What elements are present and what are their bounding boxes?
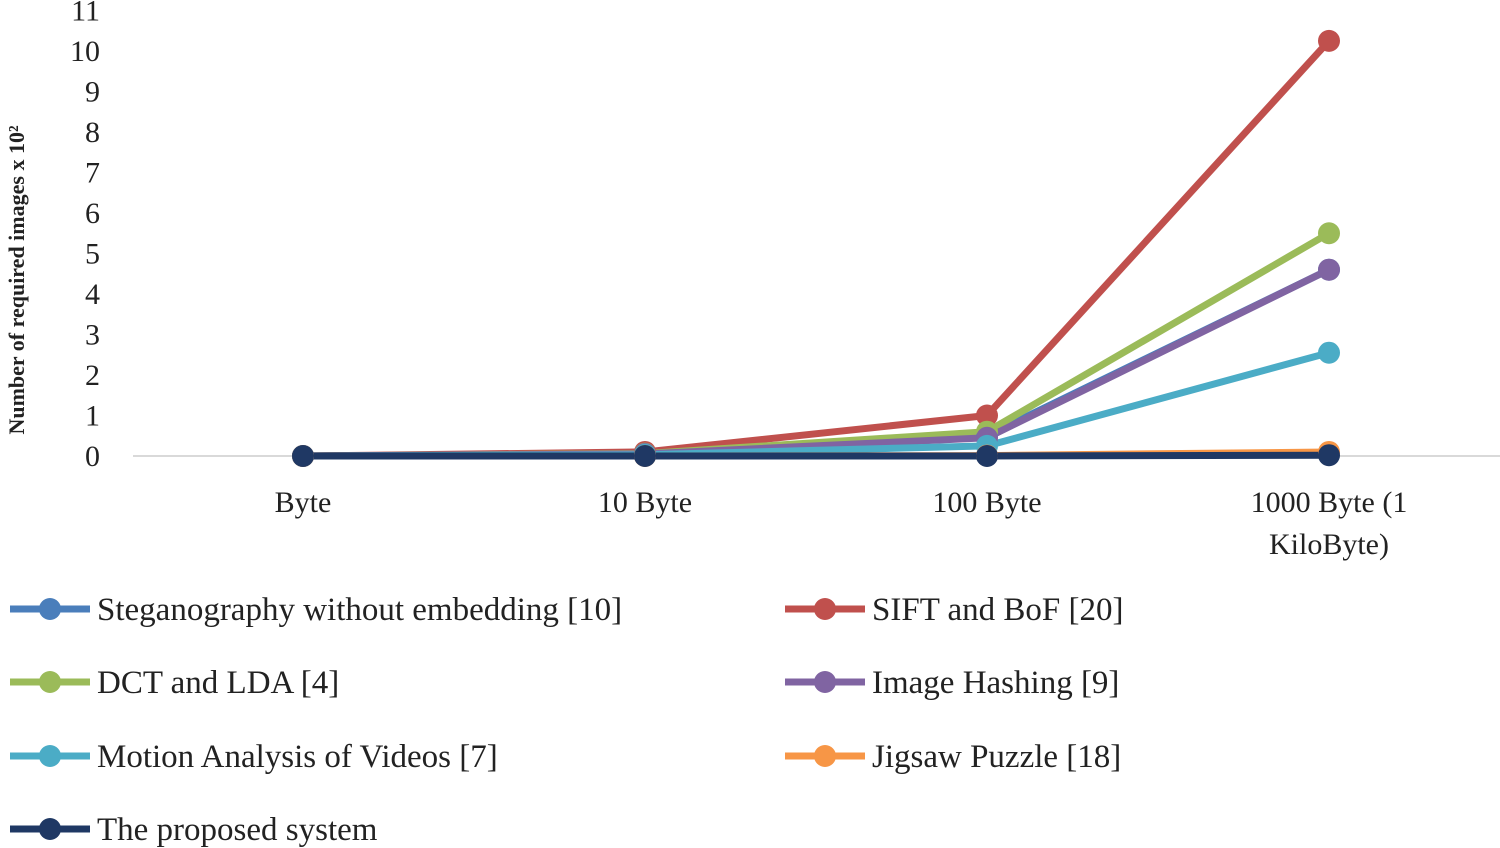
series-line	[299, 266, 1333, 460]
data-point	[1318, 222, 1340, 245]
x-tick-label: 10 Byte	[598, 486, 692, 519]
y-tick-label: 5	[85, 238, 100, 271]
legend-marker	[39, 745, 61, 767]
y-tick-label: 10	[70, 35, 100, 68]
data-point	[1318, 29, 1340, 52]
y-axis-title: Number of required images x 10²	[4, 125, 29, 434]
x-tick-label-line: 10 Byte	[598, 486, 692, 519]
legend-marker	[814, 671, 836, 693]
x-tick-label: 100 Byte	[932, 486, 1041, 519]
x-tick-label-line: 1000 Byte (1	[1251, 486, 1408, 519]
y-tick-label: 3	[85, 319, 100, 352]
y-axis-title-group: Number of required images x 10²	[4, 125, 29, 434]
y-tick-label: 6	[85, 197, 100, 230]
x-tick-label-line: KiloByte)	[1269, 528, 1389, 561]
y-tick-label: 1	[85, 400, 100, 433]
legend-label: Motion Analysis of Videos [7]	[97, 739, 498, 775]
legend-marker	[39, 671, 61, 693]
series-line	[299, 266, 1333, 460]
legend-label: Image Hashing [9]	[872, 665, 1119, 701]
x-tick-label: 1000 Byte (1 KiloByte)	[1251, 486, 1408, 561]
y-tick-label: 2	[85, 359, 100, 392]
legend-item: DCT and LDA [4]	[10, 665, 339, 701]
legend: Steganography without embedding [10] SIFT…	[10, 592, 1124, 848]
y-tick-label: 11	[71, 0, 100, 28]
legend-label: Steganography without embedding [10]	[97, 592, 622, 628]
legend-item: Motion Analysis of Videos [7]	[10, 739, 498, 775]
data-point	[292, 445, 314, 467]
y-tick-label: 8	[85, 116, 100, 149]
legend-marker	[814, 598, 836, 620]
y-tick-label: 4	[85, 278, 100, 311]
legend-label: DCT and LDA [4]	[97, 665, 339, 701]
legend-marker	[39, 818, 61, 840]
legend-label: The proposed system	[97, 812, 378, 848]
x-tick-label-line: Byte	[275, 486, 332, 519]
legend-label: SIFT and BoF [20]	[872, 592, 1124, 628]
legend-item: Steganography without embedding [10]	[10, 592, 622, 628]
data-point	[1318, 258, 1340, 281]
x-tick-label: Byte	[275, 486, 332, 519]
y-tick-label: 0	[85, 440, 100, 473]
legend-marker	[814, 745, 836, 767]
series-markers	[292, 29, 1340, 467]
legend-item: Image Hashing [9]	[785, 665, 1119, 701]
data-point	[634, 445, 656, 467]
series-lines	[299, 37, 1333, 460]
legend-label: Jigsaw Puzzle [18]	[872, 739, 1121, 775]
series-line	[299, 451, 1333, 460]
data-point	[1318, 444, 1340, 467]
legend-item: The proposed system	[10, 812, 378, 848]
data-point	[1318, 341, 1340, 364]
y-tick-label: 9	[85, 76, 100, 109]
x-tick-labels: Byte 10 Byte 100 Byte 1000 Byte (1 KiloByte)	[275, 486, 1408, 561]
legend-item: Jigsaw Puzzle [18]	[785, 739, 1121, 775]
y-tick-labels: 0 1 2 3 4 5 6 7 8 9 10 11	[70, 0, 100, 473]
y-tick-label: 7	[85, 157, 100, 190]
data-point	[976, 404, 998, 427]
x-tick-label-line: 100 Byte	[932, 486, 1041, 519]
data-point	[976, 445, 998, 467]
legend-item: SIFT and BoF [20]	[785, 592, 1124, 628]
legend-marker	[39, 598, 61, 620]
